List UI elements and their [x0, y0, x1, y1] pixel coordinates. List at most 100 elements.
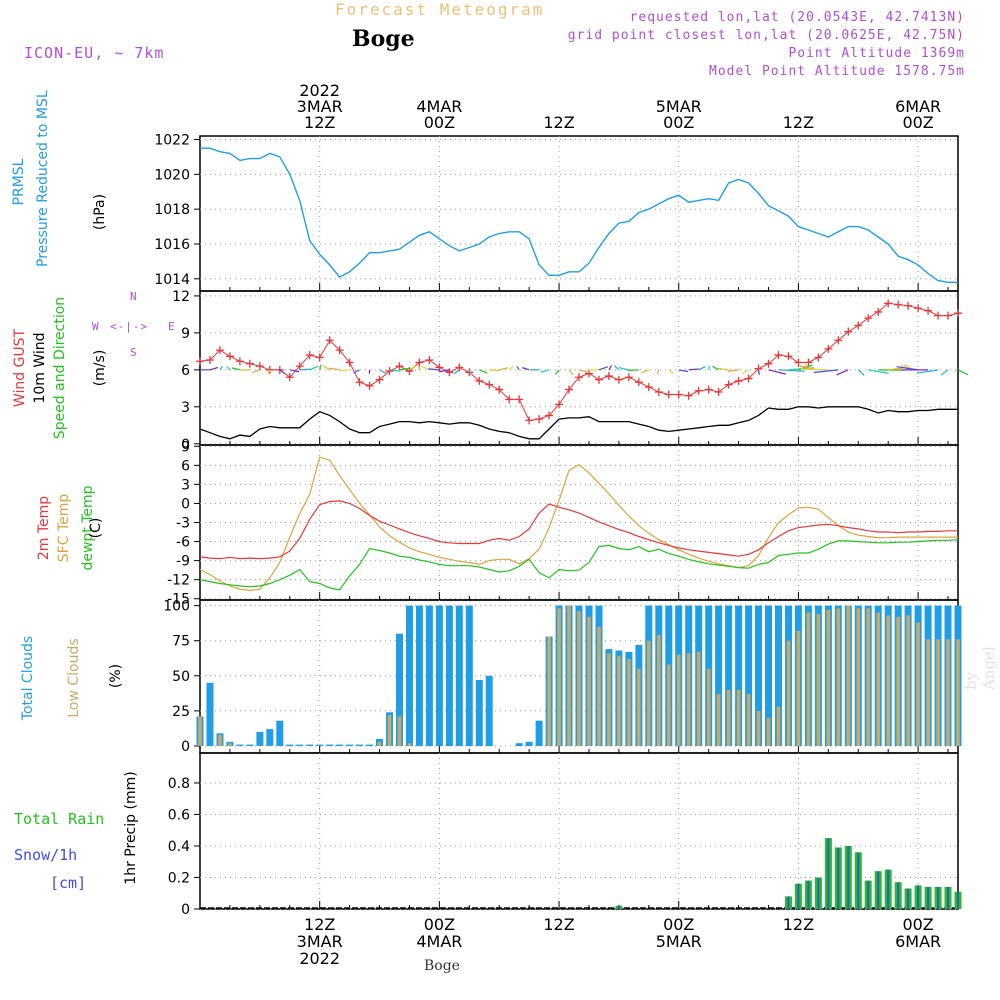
low-cloud-bar [916, 622, 920, 746]
total-cloud-bar [725, 605, 733, 746]
low-cloud-bar [587, 616, 591, 746]
total-cloud-bar [396, 633, 403, 746]
gust-marker [445, 368, 454, 377]
snow-bar [847, 846, 850, 909]
snow-bar [867, 880, 870, 909]
low-cloud-bar [796, 630, 801, 746]
wind-arrow [598, 366, 609, 371]
low-cloud-bar [676, 654, 681, 746]
gust-marker [385, 367, 394, 376]
gust-marker [335, 346, 344, 355]
gust-marker [614, 375, 623, 384]
total-cloud-bar [775, 605, 782, 746]
y-tick-label: 6 [181, 363, 190, 379]
snow-bar [947, 886, 949, 909]
gust-marker [565, 385, 574, 394]
gust-marker [834, 336, 843, 345]
wind-arrow [741, 369, 749, 375]
low-cloud-bar [706, 668, 711, 746]
wind-arrow [522, 367, 530, 371]
total-cloud-bar [406, 605, 413, 746]
total-cloud-bar [435, 605, 443, 746]
wind-arrow [499, 367, 509, 371]
wind-arrow [508, 365, 514, 371]
temp-2m-line [199, 500, 958, 560]
time-label-top: 12Z [783, 113, 814, 132]
total-cloud-bar [286, 744, 294, 746]
gust-marker [584, 369, 593, 378]
gust-marker [355, 378, 364, 387]
snow-bar [857, 852, 860, 909]
y-tick-label: -3 [176, 516, 190, 532]
panel-frame [199, 752, 959, 910]
snow-bar [807, 880, 810, 909]
gust-marker [525, 416, 534, 425]
gust-marker [914, 304, 923, 313]
total-cloud-bar [455, 605, 463, 746]
low-cloud-bar [896, 616, 900, 746]
gust-marker [854, 321, 863, 330]
y-tick-label: 0 [181, 496, 190, 512]
wind-arrow [800, 368, 829, 371]
total-cloud-bar [745, 605, 753, 746]
total-cloud-bar [206, 682, 214, 746]
y-tick-label: 0 [181, 437, 190, 453]
low-cloud-bar [198, 716, 202, 746]
total-cloud-bar [765, 605, 772, 746]
total-cloud-bar [755, 605, 762, 746]
total-cloud-bar [336, 744, 344, 746]
gust-marker [365, 381, 374, 390]
snow-bar [937, 886, 940, 909]
gust-marker [475, 376, 484, 385]
gust-marker [624, 373, 633, 382]
gust-marker [295, 362, 304, 371]
y-tick-label: 9 [181, 439, 190, 455]
gust-marker [315, 353, 324, 362]
wind-arrow [267, 369, 271, 375]
low-cloud-bar [617, 656, 621, 746]
time-label-top: 12Z [304, 113, 335, 132]
snow-bar [957, 891, 959, 909]
rain-label: Total Rain [14, 810, 105, 828]
low-cloud-bar [387, 715, 392, 746]
time-label-bottom: 12Z [783, 915, 814, 934]
low-cloud-bar [397, 716, 402, 746]
wind-arrow [778, 369, 805, 372]
y-tick-label: 0.2 [168, 870, 190, 886]
gust-marker [594, 375, 603, 384]
wind-arrow [836, 369, 849, 376]
low-cloud-bar [946, 639, 950, 746]
low-cloud-bar [547, 636, 551, 746]
gust-marker [325, 336, 334, 345]
total-cloud-bar [465, 605, 473, 746]
wind-arrow [489, 369, 500, 371]
wind-speed-line [199, 406, 958, 440]
low-cloud-bar [776, 706, 781, 746]
wind-arrow [888, 366, 911, 371]
time-label-bottom: 00Z [663, 915, 694, 934]
low-cloud-bar [657, 635, 661, 746]
total-cloud-bar [266, 729, 274, 746]
wind-arrow [428, 368, 440, 371]
station-name: Boge [352, 26, 415, 52]
y-tick-label: 0.4 [168, 839, 190, 855]
total-cloud-bar [525, 741, 533, 746]
gust-marker [684, 391, 693, 400]
gust-marker [694, 386, 703, 395]
y-tick-label: 75 [172, 634, 190, 650]
gust-marker [495, 385, 504, 394]
snow-bar [907, 888, 910, 909]
gust-marker [664, 390, 673, 399]
gust-marker [764, 359, 773, 368]
time-label-top: 12Z [543, 113, 574, 132]
gust-marker [215, 346, 224, 355]
snow-bar [787, 896, 790, 909]
gust-marker [784, 352, 793, 361]
gust-marker [235, 357, 244, 366]
snow-unit: [cm] [50, 874, 87, 892]
wind-arrow [608, 365, 613, 371]
y-tick-label: 3 [181, 400, 190, 416]
wind-arrow [627, 369, 639, 372]
time-label-top: 00Z [424, 113, 455, 132]
wind-arrow [957, 369, 969, 376]
